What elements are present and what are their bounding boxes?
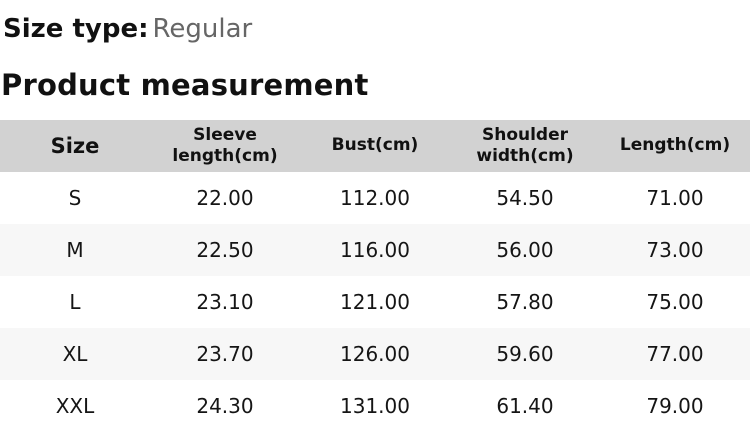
column-header-length: Length(cm): [600, 120, 750, 172]
table-row: L 23.10 121.00 57.80 75.00: [0, 276, 750, 328]
measurement-cell: 112.00: [300, 172, 450, 224]
size-type-row: Size type: Regular: [0, 12, 750, 46]
measurement-cell: 61.40: [450, 380, 600, 432]
size-cell: S: [0, 172, 150, 224]
measurement-table-body: S 22.00 112.00 54.50 71.00 M 22.50 116.00 56.00 7…: [0, 172, 750, 432]
size-cell: XL: [0, 328, 150, 380]
measurement-cell: 71.00: [600, 172, 750, 224]
section-title: Product measurement: [1, 68, 369, 102]
column-header-shoulder-width: Shoulder width(cm): [450, 120, 600, 172]
measurement-cell: 131.00: [300, 380, 450, 432]
measurement-cell: 121.00: [300, 276, 450, 328]
measurement-cell: 73.00: [600, 224, 750, 276]
measurement-table: Size Sleeve length(cm) Bust(cm) Shoulder…: [0, 120, 750, 432]
measurement-cell: 77.00: [600, 328, 750, 380]
table-row: XXL 24.30 131.00 61.40 79.00: [0, 380, 750, 432]
measurement-cell: 59.60: [450, 328, 600, 380]
size-cell: M: [0, 224, 150, 276]
size-type-value: Regular: [152, 14, 253, 44]
table-header-row: Size Sleeve length(cm) Bust(cm) Shoulder…: [0, 120, 750, 172]
size-cell: XXL: [0, 380, 150, 432]
size-type-label: Size type:: [3, 14, 149, 44]
measurement-cell: 22.50: [150, 224, 300, 276]
column-header-size: Size: [0, 120, 150, 172]
measurement-cell: 57.80: [450, 276, 600, 328]
measurement-cell: 23.10: [150, 276, 300, 328]
measurement-cell: 22.00: [150, 172, 300, 224]
table-row: M 22.50 116.00 56.00 73.00: [0, 224, 750, 276]
table-row: S 22.00 112.00 54.50 71.00: [0, 172, 750, 224]
measurement-cell: 54.50: [450, 172, 600, 224]
measurement-cell: 79.00: [600, 380, 750, 432]
measurement-cell: 116.00: [300, 224, 450, 276]
table-row: XL 23.70 126.00 59.60 77.00: [0, 328, 750, 380]
measurement-cell: 56.00: [450, 224, 600, 276]
measurement-cell: 75.00: [600, 276, 750, 328]
measurement-cell: 23.70: [150, 328, 300, 380]
measurement-cell: 126.00: [300, 328, 450, 380]
measurement-cell: 24.30: [150, 380, 300, 432]
size-cell: L: [0, 276, 150, 328]
column-header-sleeve-length: Sleeve length(cm): [150, 120, 300, 172]
column-header-bust: Bust(cm): [300, 120, 450, 172]
